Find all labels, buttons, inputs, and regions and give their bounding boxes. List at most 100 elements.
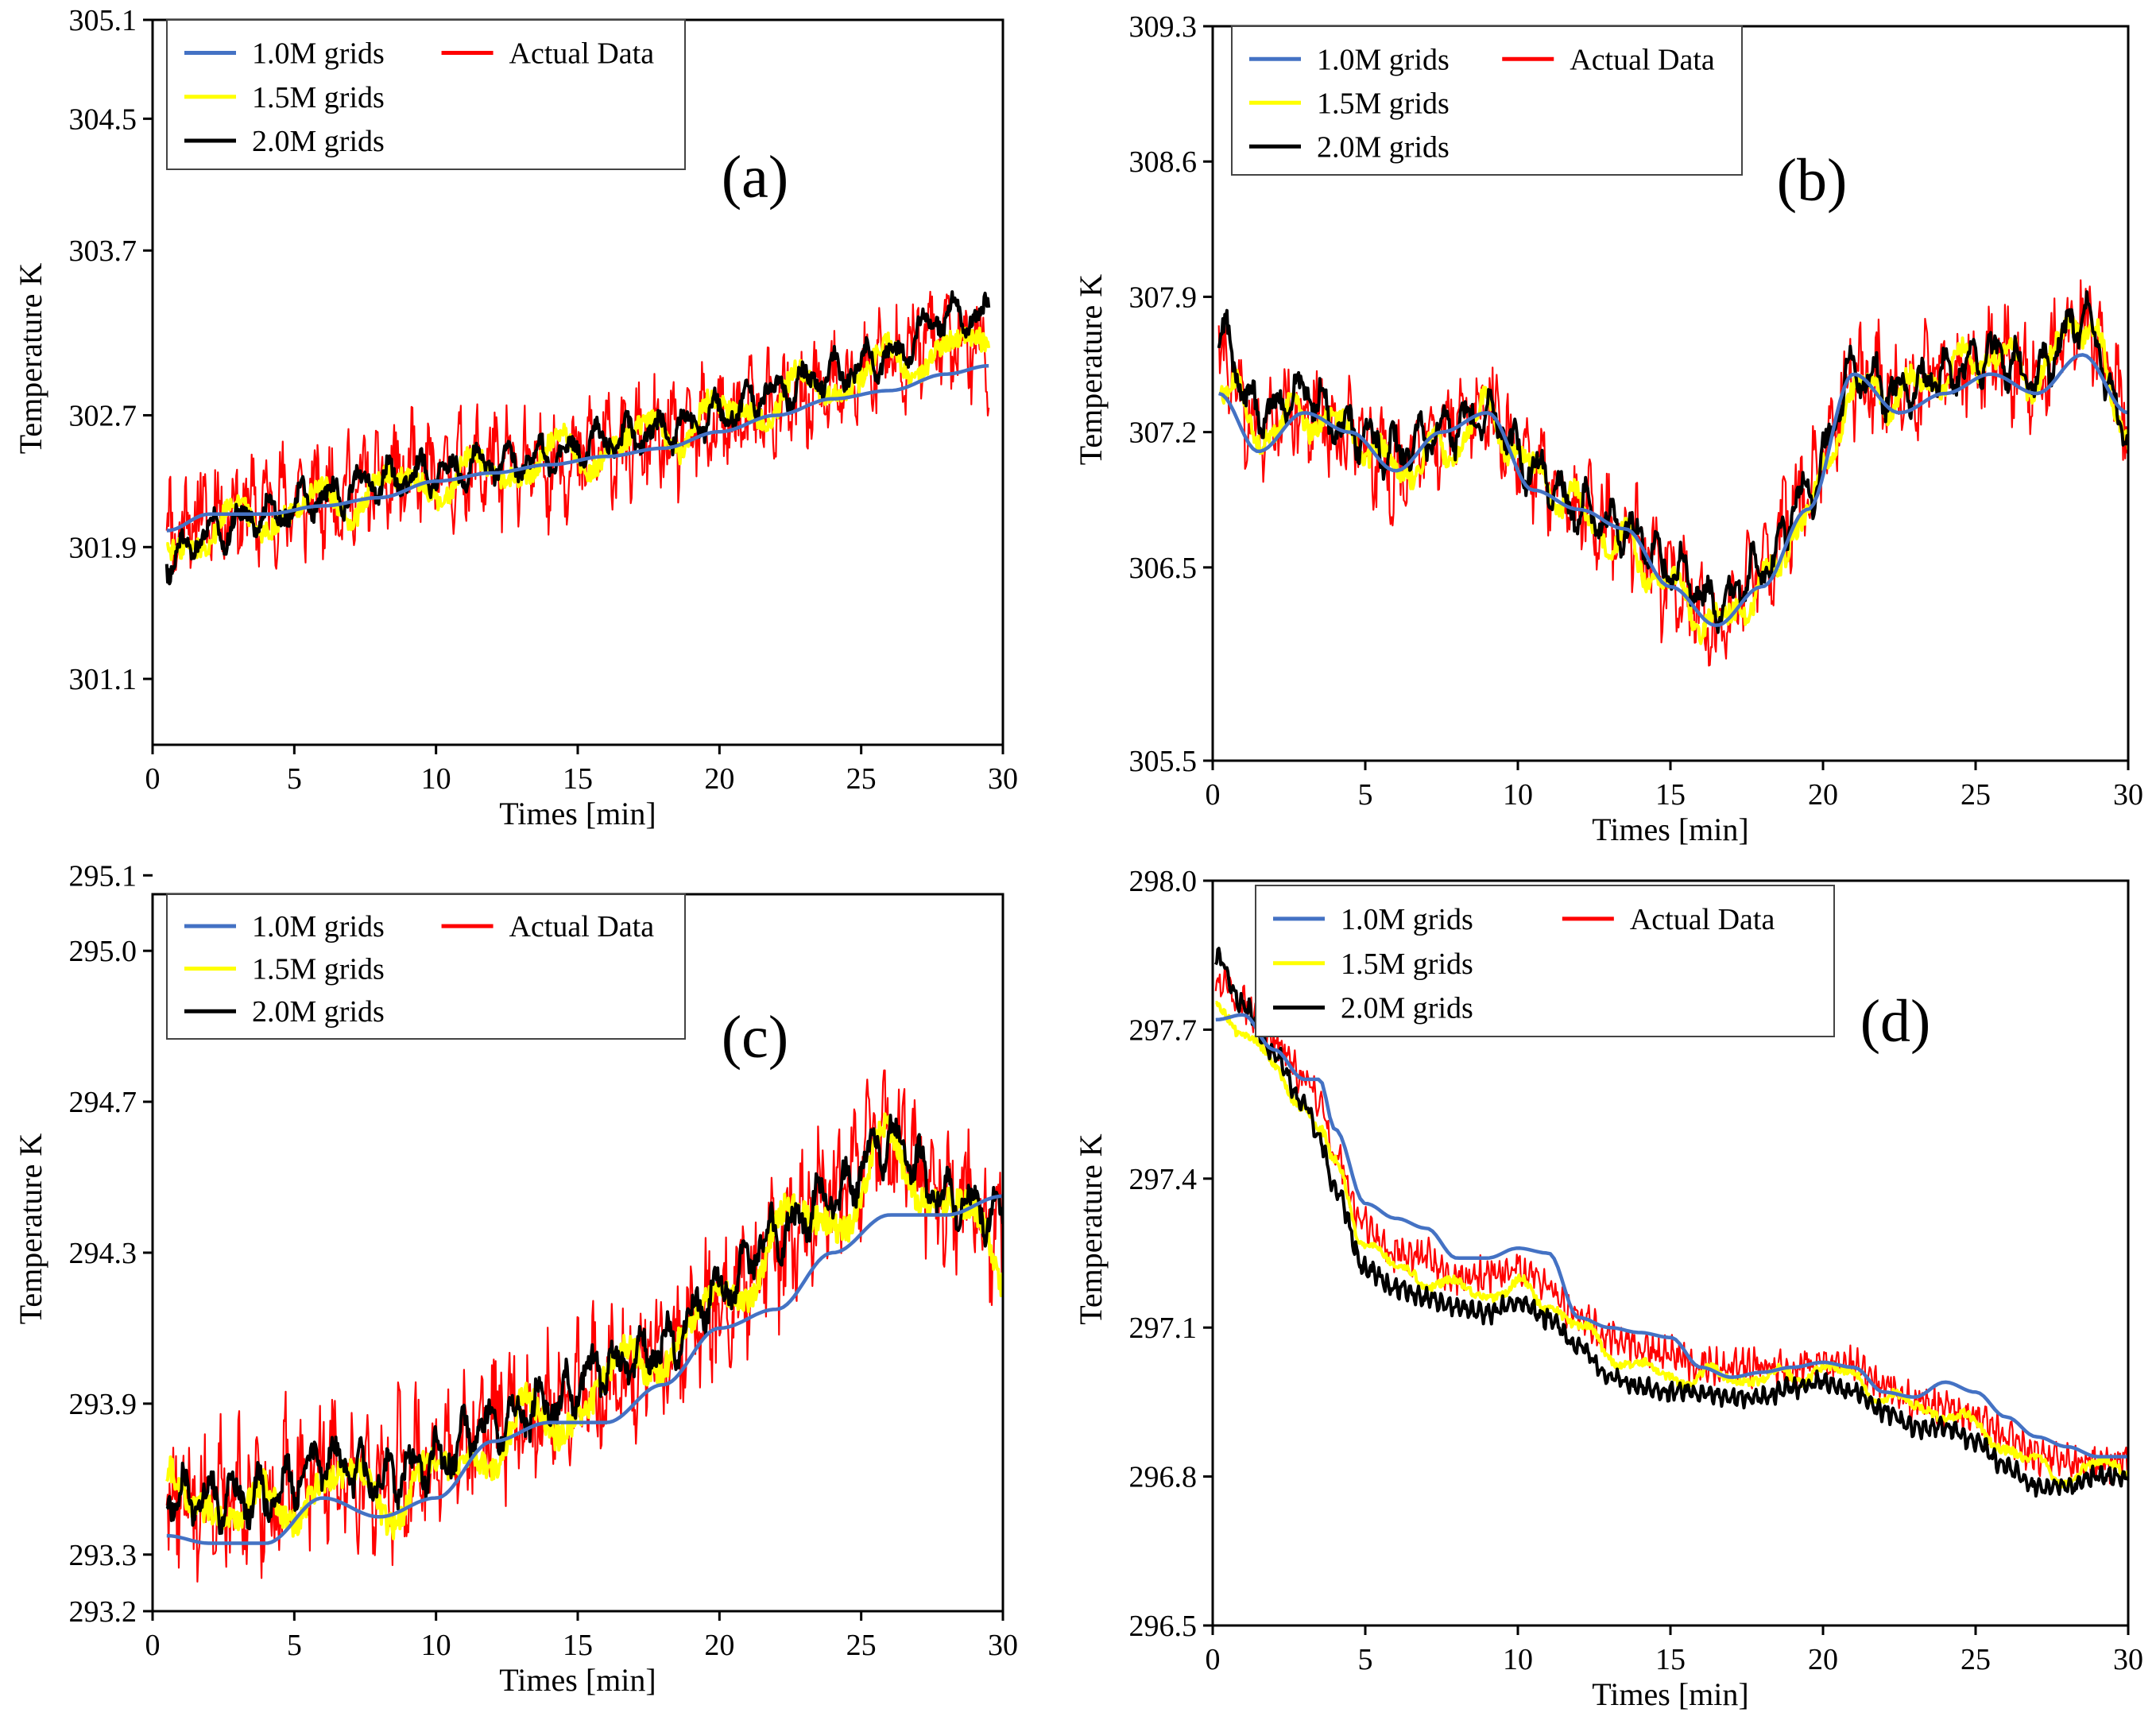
legend-label: 1.5M grids [252, 81, 385, 114]
x-axis-title: Times [min] [1592, 812, 1748, 847]
x-tick-label: 30 [2113, 778, 2143, 812]
legend-label: 1.5M grids [252, 953, 385, 986]
legend-label: 1.0M grids [1341, 903, 1473, 936]
y-tick-label: 298.0 [1129, 865, 1198, 898]
y-axis-title: Temperature K [1073, 274, 1109, 466]
legend-label: 1.5M grids [1341, 947, 1473, 981]
x-tick-label: 30 [988, 762, 1018, 796]
legend: 1.0M grids Actual Data 1.5M grids 2.0M grid… [1255, 885, 1835, 1037]
y-tick-label: 307.9 [1129, 281, 1198, 314]
x-tick-label: 20 [704, 762, 734, 796]
series-line-2-0m-grids [165, 1114, 1003, 1536]
y-tick-label: 305.5 [1129, 745, 1198, 778]
x-tick-label: 20 [704, 1629, 734, 1662]
y-axis-title: Temperature K [13, 263, 48, 455]
x-axis-title: Times [min] [499, 796, 656, 831]
x-tick-label: 25 [1961, 778, 1991, 812]
series-line-2-0m-grids [165, 290, 991, 586]
y-tick-label: 307.2 [1129, 417, 1198, 450]
series-line-2-0m-grids [1213, 947, 2128, 1498]
y-tick-label: 303.7 [69, 234, 137, 268]
panel-c: 0 5 10 15 20 25 30 293.2 293.3 293.9 294.3 294.7 295… [13, 859, 1018, 1698]
series-line-1-0m-grids [166, 364, 989, 533]
x-tick-label: 15 [563, 762, 593, 796]
panel-label: (b) [1777, 147, 1848, 214]
series-line-1-5m-grids [165, 1112, 1003, 1540]
x-tick-label: 30 [2113, 1643, 2143, 1676]
legend-label: Actual Data [509, 910, 655, 943]
x-axis-title: Times [min] [1592, 1676, 1748, 1712]
plot-area [165, 290, 991, 586]
x-tick-label: 0 [145, 762, 161, 796]
y-tick-label: 301.9 [69, 531, 137, 564]
x-tick-label: 5 [1358, 1643, 1373, 1676]
y-tick-label: 309.3 [1129, 10, 1198, 44]
series-line-1-0m-grids [1215, 1013, 2128, 1459]
legend: 1.0M grids Actual Data 1.5M grids 2.0M grid… [1231, 25, 1743, 176]
x-tick-label: 10 [421, 762, 451, 796]
series-line-1-5m-grids [1215, 1001, 2128, 1489]
x-tick-label: 0 [1206, 1643, 1221, 1676]
series-line-1-0m-grids [1217, 353, 2128, 627]
y-tick-label: 295.1 [69, 859, 137, 893]
y-tick-label: 306.5 [1129, 552, 1198, 585]
y-tick-label: 304.5 [69, 103, 137, 136]
x-tick-label: 20 [1808, 1643, 1838, 1676]
series-line-1-0m-grids [166, 1194, 1003, 1545]
y-tick-label: 296.8 [1129, 1461, 1198, 1494]
legend-box [166, 19, 686, 170]
y-tick-label: 297.7 [1129, 1013, 1198, 1047]
x-tick-label: 25 [846, 762, 877, 796]
y-tick-label: 293.2 [69, 1595, 137, 1629]
x-tick-label: 10 [1503, 778, 1533, 812]
x-tick-label: 25 [1961, 1643, 1991, 1676]
legend: 1.0M grids Actual Data 1.5M grids 2.0M grid… [166, 893, 686, 1040]
legend-label: 1.5M grids [1317, 87, 1450, 120]
y-tick-label: 302.7 [69, 399, 137, 432]
plot-area [1213, 947, 2128, 1498]
y-tick-label: 293.3 [69, 1539, 137, 1572]
x-tick-label: 10 [1503, 1643, 1533, 1676]
plot-area [165, 1069, 1003, 1583]
panel-label: (c) [722, 1004, 788, 1071]
x-tick-label: 15 [563, 1629, 593, 1662]
x-tick-label: 10 [421, 1629, 451, 1662]
panel-label: (d) [1860, 988, 1931, 1055]
y-axis-title: Temperature K [13, 1133, 48, 1325]
legend-box [166, 893, 686, 1040]
y-tick-label: 293.9 [69, 1388, 137, 1421]
legend-label: Actual Data [509, 37, 655, 70]
panel-b: 0 5 10 15 20 25 30 305.5 306.5 307.2 307.9 308.6 309… [1073, 10, 2143, 847]
panel-label: (a) [722, 144, 788, 211]
legend-label: Actual Data [1570, 43, 1715, 76]
legend-box [1255, 885, 1835, 1037]
y-tick-label: 301.1 [69, 663, 137, 696]
legend-label: 1.0M grids [252, 37, 385, 70]
legend-label: 2.0M grids [1341, 992, 1473, 1025]
y-tick-label: 294.3 [69, 1237, 137, 1270]
series-line-actual-data [165, 290, 990, 573]
x-tick-label: 30 [988, 1629, 1018, 1662]
y-tick-label: 297.1 [1129, 1312, 1198, 1345]
x-tick-label: 0 [1206, 778, 1221, 812]
y-tick-label: 305.1 [69, 4, 137, 37]
legend-label: 1.0M grids [1317, 43, 1450, 76]
x-tick-label: 5 [287, 1629, 302, 1662]
y-tick-label: 295.0 [69, 935, 137, 968]
legend-label: Actual Data [1630, 903, 1775, 936]
panel-d: 0 5 10 15 20 25 30 296.5 296.8 297.1 297.4 297.7 298… [1073, 865, 2143, 1712]
y-tick-label: 308.6 [1129, 145, 1198, 179]
plot-area [1217, 279, 2128, 667]
x-tick-label: 15 [1655, 778, 1686, 812]
x-tick-label: 5 [287, 762, 302, 796]
legend-label: 2.0M grids [1317, 130, 1450, 164]
legend-label: 2.0M grids [252, 995, 385, 1029]
y-axis-title: Temperature K [1073, 1133, 1109, 1325]
y-tick-label: 294.7 [69, 1086, 137, 1119]
legend: 1.0M grids Actual Data 1.5M grids 2.0M grid… [166, 19, 686, 170]
legend-box [1231, 25, 1743, 176]
x-tick-label: 0 [145, 1629, 161, 1662]
y-tick-label: 297.4 [1129, 1163, 1198, 1196]
x-tick-label: 15 [1655, 1643, 1686, 1676]
